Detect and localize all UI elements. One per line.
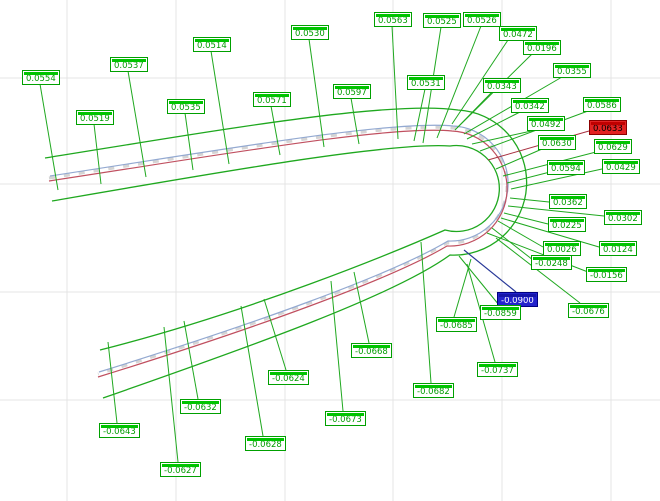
leader-line — [479, 110, 589, 152]
station-label[interactable]: -0.0737 — [477, 362, 518, 377]
outer-edge-line[interactable] — [44, 107, 528, 399]
station-label[interactable]: 0.0586 — [583, 97, 621, 112]
station-label[interactable]: -0.0628 — [245, 436, 286, 451]
leader-line — [510, 168, 603, 190]
station-label[interactable]: 0.0514 — [193, 37, 231, 52]
station-label[interactable]: -0.0676 — [568, 303, 609, 318]
leader-line — [458, 255, 500, 306]
leader-line — [183, 320, 199, 400]
leader-line — [495, 237, 581, 304]
station-label[interactable]: -0.0859 — [480, 305, 521, 320]
station-label[interactable]: 0.0519 — [76, 110, 114, 125]
station-label[interactable]: 0.0594 — [547, 160, 585, 175]
leader-line — [353, 271, 370, 344]
station-label[interactable]: 0.0571 — [253, 92, 291, 107]
station-label[interactable]: -0.0900 — [497, 292, 538, 307]
leader-line — [39, 83, 59, 191]
station-label[interactable]: -0.0643 — [99, 423, 140, 438]
station-label[interactable]: -0.0682 — [413, 383, 454, 398]
station-label[interactable]: 0.0525 — [423, 13, 461, 28]
road-alignment — [44, 107, 528, 399]
leader-line — [127, 70, 147, 178]
station-label[interactable]: 0.0355 — [553, 63, 591, 78]
station-label[interactable]: 0.0526 — [463, 12, 501, 27]
station-label[interactable]: 0.0196 — [523, 40, 561, 55]
station-label[interactable]: -0.0624 — [268, 370, 309, 385]
station-label[interactable]: -0.0248 — [531, 255, 572, 270]
station-label[interactable]: 0.0537 — [110, 57, 148, 72]
leader-line — [497, 220, 544, 248]
station-label[interactable]: 0.0633 — [589, 120, 627, 135]
leader-line — [507, 205, 605, 217]
station-label[interactable]: 0.0597 — [333, 84, 371, 99]
leader-line — [491, 227, 534, 261]
leader-line — [463, 249, 517, 293]
station-label[interactable]: 0.0530 — [291, 25, 329, 40]
leader-line — [163, 326, 179, 463]
leader-line — [240, 305, 264, 437]
station-label[interactable]: 0.0554 — [22, 70, 60, 85]
station-label[interactable]: -0.0156 — [586, 267, 627, 282]
leader-line — [413, 88, 426, 142]
leader-line — [495, 148, 543, 170]
leader-line — [509, 197, 550, 203]
station-label[interactable]: -0.0632 — [180, 399, 221, 414]
leader-line — [500, 217, 600, 248]
station-label[interactable]: 0.0225 — [548, 217, 586, 232]
leader-line — [471, 129, 537, 145]
leader-line — [270, 105, 281, 156]
leader-line — [503, 212, 549, 225]
station-label[interactable]: -0.0668 — [351, 343, 392, 358]
station-label[interactable]: -0.0627 — [160, 462, 201, 477]
station-label[interactable]: 0.0343 — [483, 78, 521, 93]
leader-line — [210, 50, 230, 165]
station-label[interactable]: -0.0685 — [436, 317, 477, 332]
station-label[interactable]: 0.0026 — [543, 241, 581, 256]
leader-line — [350, 97, 360, 145]
leader-line — [184, 112, 194, 171]
station-label[interactable]: 0.0429 — [602, 159, 640, 174]
station-label[interactable]: 0.0302 — [604, 210, 642, 225]
leader-line — [308, 38, 325, 148]
leader-line — [506, 171, 551, 184]
station-label[interactable]: 0.0362 — [549, 194, 587, 209]
leader-line — [466, 111, 521, 140]
centerline[interactable] — [48, 129, 508, 378]
leader-line — [436, 25, 482, 139]
station-label[interactable]: 0.0124 — [599, 241, 637, 256]
station-tick-band — [48, 125, 509, 376]
leader-line — [263, 298, 287, 371]
inner-edge-line[interactable] — [51, 144, 500, 351]
leader-line — [107, 341, 118, 424]
station-label[interactable]: 0.0492 — [527, 116, 565, 131]
station-label[interactable]: 0.0472 — [499, 26, 537, 41]
station-label[interactable]: 0.0563 — [374, 12, 412, 27]
station-label[interactable]: 0.0342 — [511, 98, 549, 113]
station-label[interactable]: 0.0629 — [594, 139, 632, 154]
leader-line — [391, 25, 399, 140]
leader-line — [451, 39, 509, 125]
station-label[interactable]: 0.0531 — [407, 75, 445, 90]
leader-line — [454, 91, 493, 131]
station-label[interactable]: -0.0673 — [325, 411, 366, 426]
leader-line — [93, 123, 102, 185]
leader-line — [420, 241, 432, 384]
leader-line — [330, 280, 344, 412]
station-label[interactable]: 0.0630 — [538, 135, 576, 150]
station-label[interactable]: 0.0535 — [167, 99, 205, 114]
